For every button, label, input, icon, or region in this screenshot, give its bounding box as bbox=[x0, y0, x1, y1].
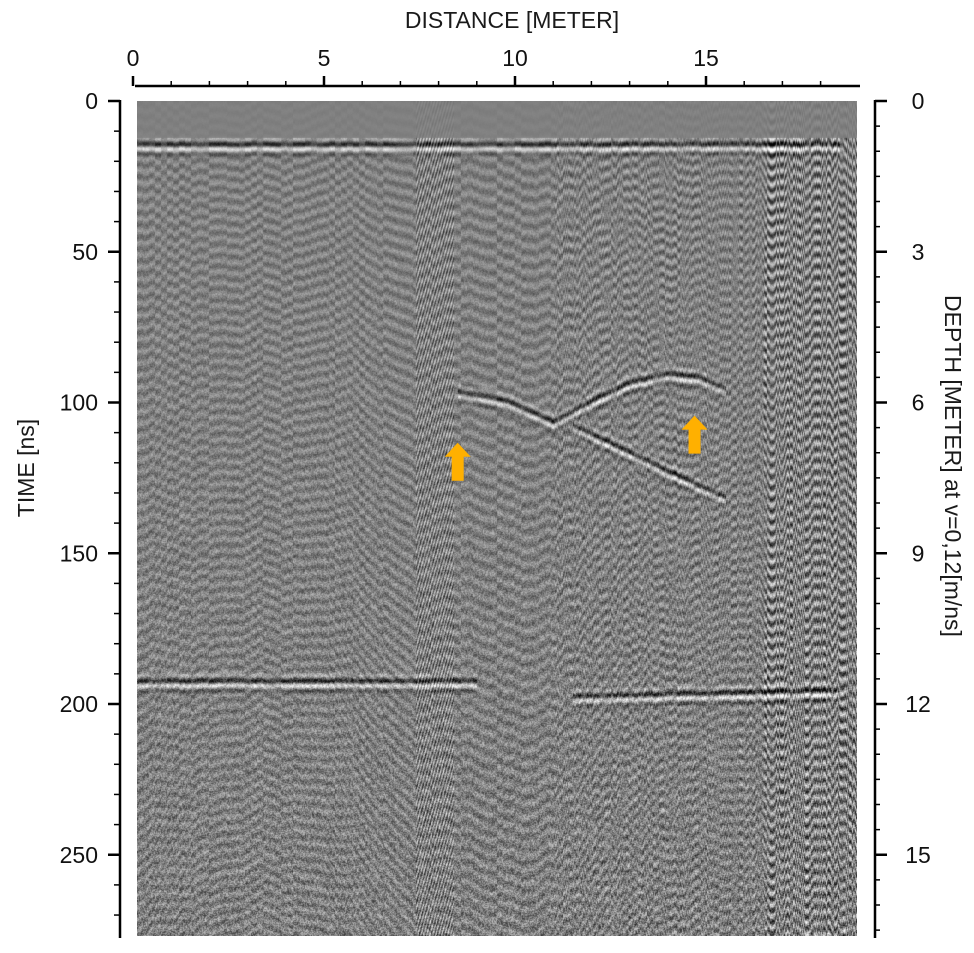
y2-tick-label: 3 bbox=[912, 239, 925, 265]
x-tick-label: 15 bbox=[693, 45, 719, 71]
x-tick-label: 10 bbox=[502, 45, 528, 71]
axis-frame bbox=[118, 84, 877, 938]
y2-axis-ticks: 0 3 6 9 12 15 bbox=[875, 88, 931, 931]
radargram-image bbox=[137, 101, 857, 936]
y-tick-label: 100 bbox=[60, 390, 98, 416]
y2-tick-label: 12 bbox=[905, 691, 931, 717]
y-tick-label: 50 bbox=[72, 239, 98, 265]
y-axis-title: TIME [ns] bbox=[13, 419, 39, 517]
annotation-arrow bbox=[681, 415, 708, 454]
annotation-layer bbox=[444, 415, 708, 481]
y2-axis-title: DEPTH [METER] at v=0,12[m/ns] bbox=[940, 295, 966, 637]
y2-tick-label: 15 bbox=[905, 842, 931, 868]
y-tick-label: 250 bbox=[60, 842, 98, 868]
y2-tick-label: 0 bbox=[912, 88, 925, 114]
y2-tick-label: 6 bbox=[912, 390, 925, 416]
x-axis-ticks: 0 5 10 15 bbox=[127, 45, 822, 86]
x-tick-label: 5 bbox=[318, 45, 331, 71]
y-tick-label: 200 bbox=[60, 691, 98, 717]
x-tick-label: 0 bbox=[127, 45, 140, 71]
y-axis-ticks: 0 50 100 150 200 250 bbox=[60, 88, 120, 916]
y-tick-label: 0 bbox=[85, 88, 98, 114]
x-axis-title: DISTANCE [METER] bbox=[405, 7, 619, 33]
annotation-arrow bbox=[444, 442, 471, 481]
y2-tick-label: 9 bbox=[912, 540, 925, 566]
y-tick-label: 150 bbox=[60, 540, 98, 566]
